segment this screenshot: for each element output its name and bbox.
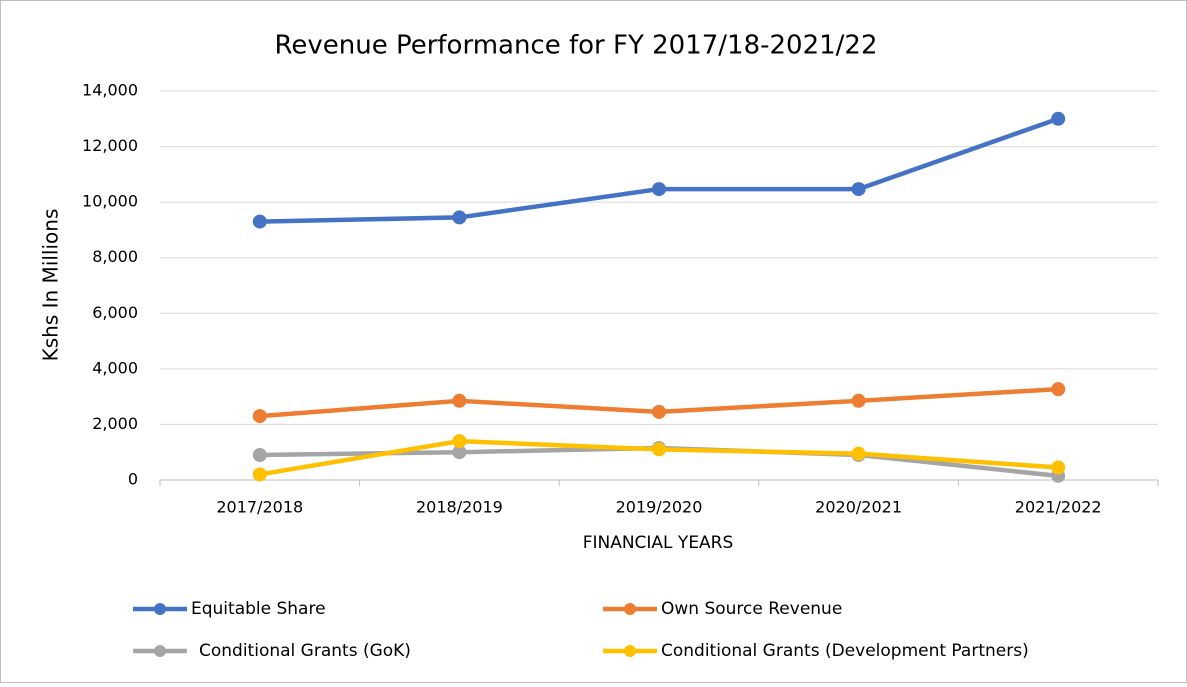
chart-title: Revenue Performance for FY 2017/18-2021/… [274,31,877,61]
legend-label: Conditional Grants (Development Partners… [661,641,1029,661]
data-point [452,434,467,449]
data-point [1051,460,1066,475]
data-point [252,214,267,229]
legend-marker [154,603,166,615]
legend-label: Own Source Revenue [661,599,842,619]
legend-marker [624,645,636,657]
x-tick-label: 2019/2020 [616,498,703,517]
y-tick-label: 12,000 [82,136,138,155]
data-point [1051,382,1066,397]
y-tick-label: 2,000 [92,414,138,433]
data-point [252,467,267,482]
y-tick-label: 4,000 [92,358,138,377]
legend-marker [624,603,636,615]
legend-label: Conditional Grants (GoK) [199,641,411,661]
y-axis-label: Kshs In Millions [39,209,63,362]
data-point [252,409,267,424]
y-tick-label: 14,000 [82,81,138,100]
x-tick-label: 2018/2019 [416,498,503,517]
x-axis-label: FINANCIAL YEARS [583,533,734,553]
x-tick-label: 2017/2018 [216,498,303,517]
data-point [652,404,666,419]
legend-label: Equitable Share [191,599,326,619]
y-tick-label: 10,000 [82,192,138,211]
data-point [1051,111,1066,126]
data-point [652,182,666,197]
x-tick-label: 2020/2021 [815,498,902,517]
data-point [652,442,666,457]
data-point [452,210,467,225]
y-tick-label: 8,000 [92,247,138,266]
y-tick-label: 6,000 [92,303,138,322]
data-point [851,446,866,461]
legend-marker [154,645,166,657]
x-tick-label: 2021/2022 [1015,498,1102,517]
y-tick-label: 0 [128,470,138,489]
data-point [452,393,467,408]
data-point [851,393,866,408]
data-point [452,445,467,460]
data-point [252,447,267,462]
data-point [851,182,866,197]
